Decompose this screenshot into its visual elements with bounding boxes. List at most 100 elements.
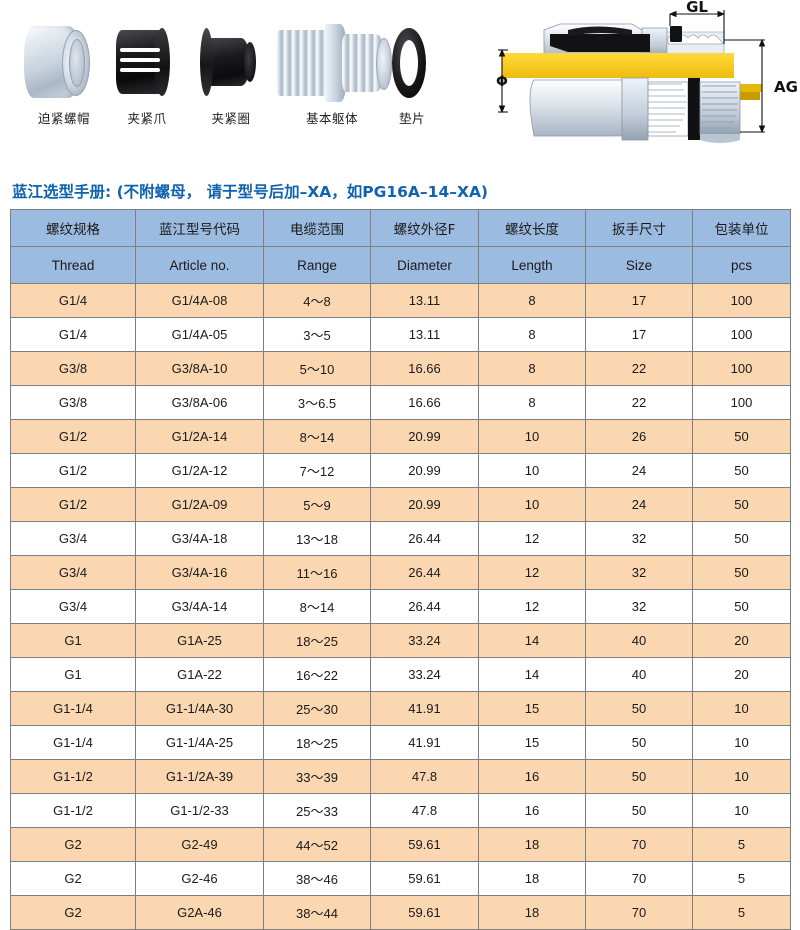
cross-section-svg: GL AG Φ: [496, 0, 798, 143]
table-cell: 47.8: [370, 793, 479, 828]
table-cell: 44～52: [263, 827, 371, 862]
claw-slot-3: [120, 68, 160, 72]
gl-dimension: [668, 10, 726, 44]
table-cell: G2: [10, 895, 136, 930]
table-cell: G3/8A-06: [135, 385, 264, 420]
table-row: G3/4 G3/4A-18 13～18 26.44 12 32 50: [10, 521, 791, 556]
header-thread-en: Thread: [10, 246, 136, 284]
header-thread-cn: 螺纹规格: [10, 209, 136, 247]
table-cell: 41.91: [370, 691, 479, 726]
header-row-chinese: 螺纹规格 蓝江型号代码 电缆范围 螺纹外径F 螺纹长度 扳手尺寸 包装单位: [10, 209, 791, 247]
table-cell: 14: [478, 657, 586, 692]
table-cell: 18～25: [263, 725, 371, 760]
table-cell: 10: [692, 759, 791, 794]
table-row: G1 G1A-25 18～25 33.24 14 40 20: [10, 623, 791, 658]
table-cell: 24: [585, 453, 693, 488]
table-cell: 20.99: [370, 419, 479, 454]
header-pcs-en: pcs: [692, 246, 791, 284]
table-row: G2 G2A-46 38～44 59.61 18 70 5: [10, 895, 791, 930]
table-cell: G1-1/4: [10, 691, 136, 726]
table-row: G3/8 G3/8A-10 5～10 16.66 8 22 100: [10, 351, 791, 386]
part-main-body: 基本躯体: [272, 18, 392, 127]
table-cell: G3/8: [10, 385, 136, 420]
part-washer: 垫片: [382, 18, 442, 127]
table-cell: G1/2A-14: [135, 419, 264, 454]
header-size-cn: 扳手尺寸: [585, 209, 693, 247]
table-cell: 8: [478, 283, 586, 318]
table-cell: 50: [585, 691, 693, 726]
table-cell: 10: [692, 725, 791, 760]
table-cell: 20.99: [370, 487, 479, 522]
nut-bore-shape: [69, 39, 85, 87]
table-cell: 24: [585, 487, 693, 522]
table-cell: G1/2A-09: [135, 487, 264, 522]
header-diameter-cn: 螺纹外径F: [370, 209, 479, 247]
table-cell: 59.61: [370, 895, 479, 930]
table-cell: G1A-25: [135, 623, 264, 658]
table-row: G2 G2-49 44～52 59.61 18 70 5: [10, 827, 791, 862]
table-cell: 32: [585, 521, 693, 556]
header-article-en: Article no.: [135, 246, 264, 284]
claw-slot-1: [120, 48, 160, 52]
table-cell: 50: [692, 589, 791, 624]
part-label-clamping-claw: 夹紧爪: [127, 111, 167, 126]
table-cell: 5～9: [263, 487, 371, 522]
clamping-ring-image: [192, 18, 270, 108]
table-cell: 14: [478, 623, 586, 658]
table-cell: 50: [692, 453, 791, 488]
table-cell: 26.44: [370, 521, 479, 556]
table-cell: 25～30: [263, 691, 371, 726]
table-cell: 8～14: [263, 589, 371, 624]
table-cell: 12: [478, 589, 586, 624]
table-cell: 100: [692, 351, 791, 386]
table-cell: 7～12: [263, 453, 371, 488]
exploded-parts-strip: 迫紧螺帽 夹紧爪 夹紧圈: [0, 0, 470, 175]
header-size-en: Size: [585, 246, 693, 284]
table-cell: G1-1/2A-39: [135, 759, 264, 794]
table-cell: G2A-46: [135, 895, 264, 930]
body-thread-left: [276, 30, 330, 96]
table-cell: 18: [478, 827, 586, 862]
table-cell: 20: [692, 623, 791, 658]
table-cell: G1-1/2: [10, 793, 136, 828]
table-cell: G1A-22: [135, 657, 264, 692]
table-cell: G3/4: [10, 555, 136, 590]
claw-cap-shape: [154, 28, 170, 96]
lower-assembly-shape: [529, 77, 741, 143]
table-row: G3/4 G3/4A-14 8～14 26.44 12 32 50: [10, 589, 791, 624]
table-cell: G1-1/4: [10, 725, 136, 760]
table-cell: G1: [10, 623, 136, 658]
header-article-cn: 蓝江型号代码: [135, 209, 264, 247]
table-cell: 10: [692, 793, 791, 828]
table-cell: 50: [692, 555, 791, 590]
table-cell: 33.24: [370, 623, 479, 658]
ag-label: AG: [774, 78, 798, 96]
table-cell: G2-49: [135, 827, 264, 862]
part-compression-nut: 迫紧螺帽: [18, 18, 110, 127]
table-cell: 50: [585, 759, 693, 794]
table-cell: 20.99: [370, 453, 479, 488]
table-cell: G1/2A-12: [135, 453, 264, 488]
table-cell: 59.61: [370, 827, 479, 862]
table-row: G1/4 G1/4A-05 3～5 13.11 8 17 100: [10, 317, 791, 352]
table-cell: 16: [478, 793, 586, 828]
body-end-face: [376, 38, 392, 90]
header-range-cn: 电缆范围: [263, 209, 371, 247]
part-clamping-ring: 夹紧圈: [192, 18, 270, 127]
table-cell: 10: [478, 487, 586, 522]
body-hex-shape: [324, 24, 346, 102]
part-clamping-claw: 夹紧爪: [108, 18, 186, 127]
diameter-label: Φ: [496, 74, 508, 90]
table-cell: 41.91: [370, 725, 479, 760]
ag-dimension: [724, 38, 766, 134]
part-label-clamping-ring: 夹紧圈: [211, 111, 251, 126]
table-cell: 13.11: [370, 317, 479, 352]
table-cell: 8: [478, 351, 586, 386]
spec-table-wrapper: 螺纹规格 蓝江型号代码 电缆范围 螺纹外径F 螺纹长度 扳手尺寸 包装单位 Th…: [0, 209, 800, 930]
ring-body-shape: [206, 38, 250, 86]
table-cell: G1/2: [10, 453, 136, 488]
claw-slot-2: [120, 58, 160, 62]
table-row: G3/8 G3/8A-06 3～6.5 16.66 8 22 100: [10, 385, 791, 420]
table-cell: 40: [585, 623, 693, 658]
table-cell: 10: [692, 691, 791, 726]
